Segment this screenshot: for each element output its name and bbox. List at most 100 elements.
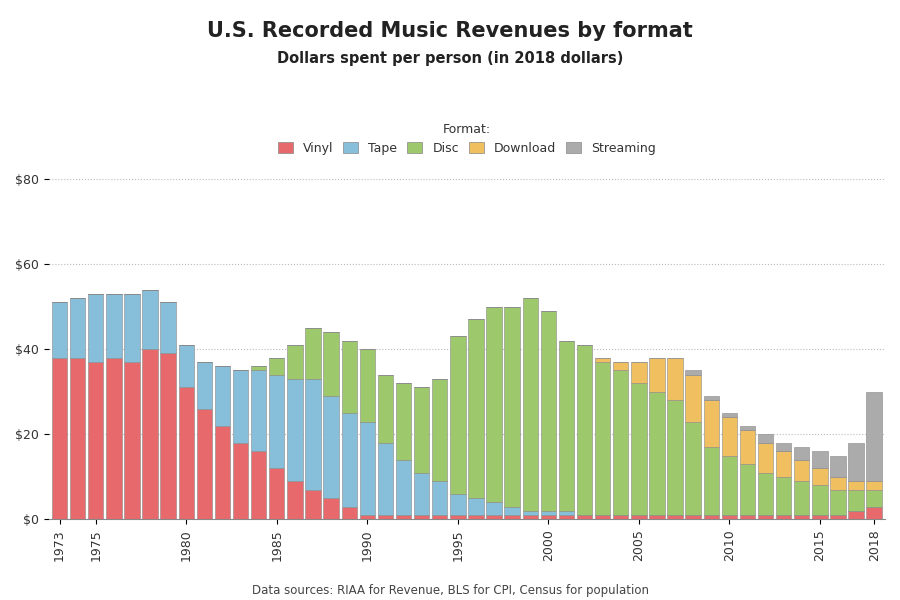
Bar bbox=[269, 469, 284, 520]
Bar bbox=[523, 298, 538, 511]
Bar bbox=[849, 481, 864, 490]
Bar bbox=[649, 358, 664, 392]
Bar bbox=[758, 515, 773, 520]
Bar bbox=[595, 358, 610, 362]
Bar bbox=[830, 490, 846, 515]
Bar bbox=[233, 370, 248, 443]
Bar bbox=[360, 349, 375, 422]
Bar bbox=[541, 515, 556, 520]
Bar bbox=[468, 498, 483, 515]
Bar bbox=[432, 515, 447, 520]
Bar bbox=[704, 396, 719, 400]
Legend: Vinyl, Tape, Disc, Download, Streaming: Vinyl, Tape, Disc, Download, Streaming bbox=[278, 122, 656, 155]
Bar bbox=[70, 298, 86, 358]
Bar bbox=[722, 455, 737, 515]
Bar bbox=[160, 302, 176, 353]
Bar bbox=[649, 392, 664, 515]
Bar bbox=[613, 370, 628, 515]
Bar bbox=[396, 460, 411, 515]
Bar bbox=[341, 506, 357, 520]
Bar bbox=[251, 370, 266, 451]
Bar bbox=[287, 345, 302, 379]
Bar bbox=[414, 388, 429, 473]
Bar bbox=[867, 481, 882, 490]
Bar bbox=[233, 443, 248, 520]
Bar bbox=[722, 515, 737, 520]
Bar bbox=[776, 443, 791, 451]
Bar bbox=[414, 473, 429, 515]
Bar bbox=[776, 451, 791, 477]
Bar bbox=[849, 490, 864, 511]
Bar bbox=[70, 358, 86, 520]
Bar bbox=[486, 307, 501, 502]
Bar bbox=[378, 515, 393, 520]
Bar bbox=[667, 400, 683, 515]
Bar bbox=[613, 515, 628, 520]
Bar bbox=[414, 515, 429, 520]
Bar bbox=[577, 345, 592, 515]
Bar bbox=[432, 481, 447, 515]
Bar bbox=[106, 358, 122, 520]
Bar bbox=[88, 362, 104, 520]
Bar bbox=[686, 515, 701, 520]
Bar bbox=[287, 379, 302, 481]
Bar bbox=[559, 515, 574, 520]
Bar bbox=[740, 515, 755, 520]
Bar bbox=[523, 515, 538, 520]
Bar bbox=[450, 337, 465, 494]
Bar bbox=[305, 379, 320, 490]
Bar bbox=[251, 451, 266, 520]
Bar bbox=[450, 494, 465, 515]
Bar bbox=[595, 515, 610, 520]
Bar bbox=[378, 443, 393, 515]
Bar bbox=[160, 353, 176, 520]
Bar bbox=[704, 447, 719, 515]
Bar bbox=[541, 511, 556, 515]
Bar bbox=[722, 413, 737, 417]
Bar bbox=[631, 383, 646, 515]
Bar bbox=[776, 477, 791, 515]
Bar bbox=[215, 426, 230, 520]
Bar bbox=[396, 515, 411, 520]
Bar bbox=[794, 447, 809, 460]
Bar bbox=[142, 349, 157, 520]
Bar bbox=[812, 451, 827, 469]
Bar bbox=[504, 515, 520, 520]
Bar bbox=[812, 469, 827, 485]
Bar bbox=[360, 422, 375, 515]
Bar bbox=[124, 294, 140, 362]
Bar bbox=[686, 370, 701, 374]
Bar bbox=[812, 485, 827, 515]
Bar bbox=[830, 455, 846, 477]
Text: Data sources: RIAA for Revenue, BLS for CPI, Census for population: Data sources: RIAA for Revenue, BLS for … bbox=[251, 584, 649, 597]
Bar bbox=[269, 374, 284, 469]
Bar bbox=[360, 515, 375, 520]
Bar bbox=[794, 460, 809, 481]
Bar bbox=[794, 481, 809, 515]
Bar bbox=[867, 506, 882, 520]
Bar bbox=[667, 515, 683, 520]
Bar bbox=[504, 506, 520, 515]
Bar bbox=[722, 417, 737, 455]
Bar bbox=[468, 319, 483, 498]
Bar bbox=[704, 400, 719, 447]
Bar bbox=[468, 515, 483, 520]
Bar bbox=[106, 294, 122, 358]
Bar bbox=[251, 366, 266, 370]
Bar bbox=[142, 290, 157, 349]
Bar bbox=[305, 328, 320, 379]
Text: U.S. Recorded Music Revenues by format: U.S. Recorded Music Revenues by format bbox=[207, 21, 693, 41]
Bar bbox=[541, 311, 556, 511]
Bar bbox=[178, 345, 194, 388]
Bar bbox=[649, 515, 664, 520]
Bar bbox=[341, 413, 357, 506]
Bar bbox=[378, 374, 393, 443]
Bar bbox=[631, 362, 646, 383]
Bar bbox=[686, 374, 701, 422]
Bar bbox=[758, 434, 773, 443]
Bar bbox=[794, 515, 809, 520]
Bar bbox=[523, 511, 538, 515]
Bar bbox=[52, 302, 68, 358]
Bar bbox=[812, 515, 827, 520]
Bar bbox=[758, 473, 773, 515]
